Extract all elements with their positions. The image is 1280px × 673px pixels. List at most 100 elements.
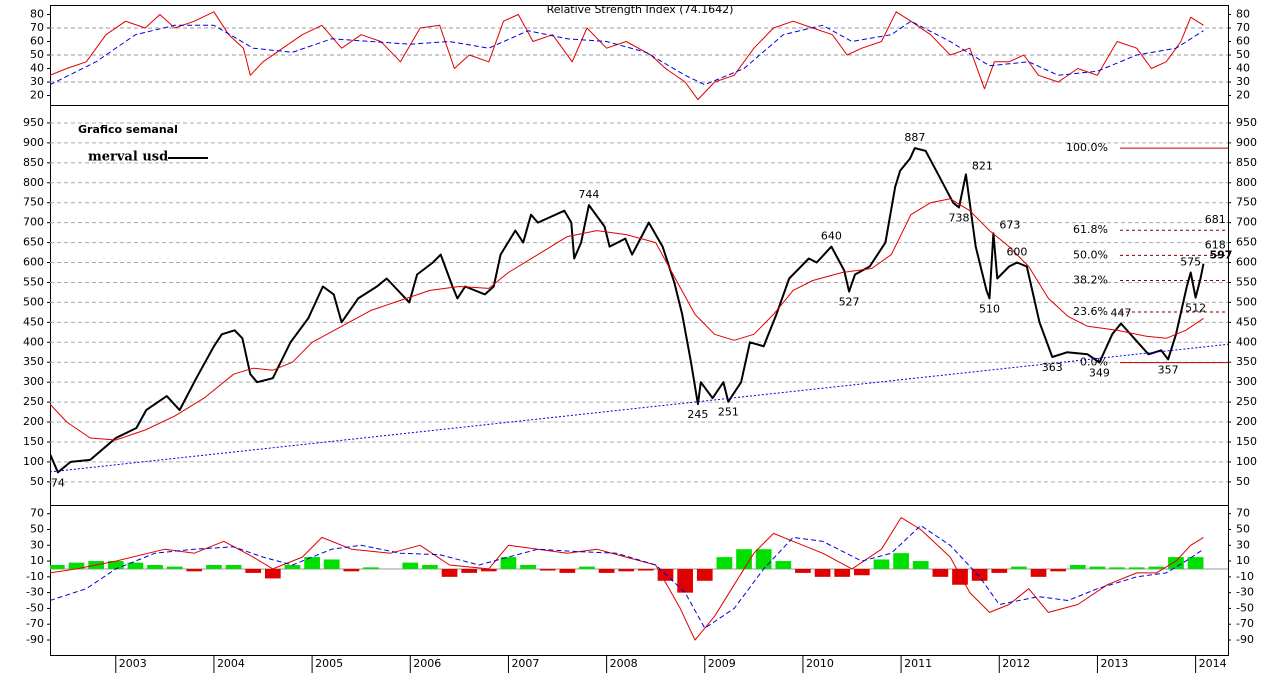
- y-tick-label: 450: [23, 315, 44, 328]
- histogram-bar: [480, 568, 497, 572]
- y-tick-label: 200: [23, 415, 44, 428]
- histogram-bar: [264, 568, 281, 579]
- histogram-bar: [1089, 566, 1106, 569]
- fib-label: 50.0%: [1073, 248, 1108, 261]
- histogram-bar: [245, 568, 262, 573]
- histogram-bar: [1109, 567, 1125, 569]
- y-tick-label-right: 50: [1236, 522, 1250, 535]
- histogram-bar: [127, 562, 144, 569]
- histogram-bar: [1050, 568, 1067, 572]
- macd-frame: [50, 505, 1229, 656]
- histogram-bar: [343, 568, 360, 572]
- histogram-bar: [1030, 568, 1047, 577]
- y-tick-label: 50: [30, 522, 44, 535]
- y-tick-label: 100: [23, 455, 44, 468]
- x-tick-label: 2008: [610, 657, 638, 670]
- annotation: 673: [999, 218, 1020, 231]
- y-tick-label-right: -50: [1236, 601, 1254, 614]
- histogram-bar: [363, 567, 379, 569]
- y-tick-label: 300: [23, 375, 44, 388]
- histogram-bar: [1187, 557, 1204, 569]
- histogram-bar: [814, 568, 831, 577]
- histogram-bar: [147, 565, 163, 569]
- annotation: 245: [687, 408, 708, 421]
- annotation: 357: [1158, 363, 1179, 376]
- annotation: 74: [51, 476, 65, 489]
- histogram-bar: [991, 568, 1008, 573]
- histogram-bar: [579, 566, 595, 569]
- y-tick-label: 70: [30, 21, 44, 34]
- y-tick-label-right: 400: [1236, 335, 1257, 348]
- y-tick-label: 600: [23, 256, 44, 269]
- y-tick-label: 150: [23, 435, 44, 448]
- annotation: 512: [1185, 302, 1206, 315]
- y-tick-label: 700: [23, 216, 44, 229]
- annotation: 738: [949, 211, 970, 224]
- fib-label: 100.0%: [1066, 141, 1108, 154]
- histogram-bar: [323, 559, 340, 569]
- y-tick-label: 850: [23, 156, 44, 169]
- series-line: [50, 11, 1204, 101]
- series-line: [50, 20, 1204, 86]
- y-tick-label-right: 550: [1236, 275, 1257, 288]
- annotation: 744: [578, 188, 599, 201]
- histogram-bar: [186, 568, 203, 572]
- histogram-bar: [834, 568, 851, 577]
- y-tick-label-right: 650: [1236, 236, 1257, 249]
- histogram-bar: [1069, 565, 1086, 569]
- histogram-bar: [853, 568, 870, 576]
- y-tick-label-right: 450: [1236, 315, 1257, 328]
- y-tick-label-right: 30: [1236, 538, 1250, 551]
- histogram-bar: [304, 557, 320, 569]
- y-tick-label-right: 100: [1236, 455, 1257, 468]
- y-tick-label-right: 60: [1236, 34, 1250, 47]
- annotation: 887: [904, 131, 925, 144]
- x-tick-label: 2010: [806, 657, 834, 670]
- y-tick-label-right: 10: [1236, 554, 1250, 567]
- y-tick-label: -70: [26, 617, 44, 630]
- y-tick-label: 70: [30, 507, 44, 520]
- annotation: 447: [1110, 307, 1131, 320]
- histogram-bar: [716, 557, 733, 569]
- fib-label: 23.6%: [1073, 305, 1108, 318]
- fib-label: 61.8%: [1073, 223, 1108, 236]
- y-tick-label: 60: [30, 34, 44, 47]
- histogram-bar: [1128, 567, 1145, 569]
- annotation: 251: [718, 406, 739, 419]
- histogram-bar: [107, 561, 124, 569]
- annotation: 821: [972, 159, 993, 172]
- series-line: [50, 343, 1228, 473]
- y-tick-label: 250: [23, 395, 44, 408]
- histogram-bar: [971, 568, 988, 581]
- x-tick-label: 2011: [904, 657, 932, 670]
- y-tick-label: 50: [30, 475, 44, 488]
- x-tick-label: 2006: [413, 657, 441, 670]
- y-tick-label: -50: [26, 601, 44, 614]
- histogram-bar: [1168, 557, 1184, 569]
- histogram-bar: [598, 568, 615, 573]
- x-tick-label: 2013: [1100, 657, 1128, 670]
- histogram-bar: [559, 568, 576, 573]
- y-tick-label-right: 500: [1236, 295, 1257, 308]
- annotation: 597: [1209, 249, 1232, 262]
- histogram-bar: [696, 568, 713, 581]
- annotation: 640: [821, 230, 842, 243]
- histogram-bar: [68, 562, 85, 569]
- histogram-bar: [912, 561, 929, 569]
- y-tick-label: 950: [23, 116, 44, 129]
- series-line: [50, 147, 1205, 474]
- y-tick-label-right: 200: [1236, 415, 1257, 428]
- histogram-bar: [638, 568, 654, 571]
- x-tick-label: 2014: [1199, 657, 1227, 670]
- y-tick-label-right: 20: [1236, 89, 1250, 102]
- y-tick-label-right: 50: [1236, 475, 1250, 488]
- rsi-title: Relative Strength Index (74.1642): [547, 3, 734, 16]
- histogram-bar: [736, 549, 752, 569]
- y-tick-label-right: -10: [1236, 570, 1254, 583]
- annotation: 510: [979, 302, 1000, 315]
- y-tick-label: 800: [23, 176, 44, 189]
- annotation: 349: [1089, 367, 1110, 380]
- histogram-bar: [952, 568, 968, 585]
- y-tick-label-right: 300: [1236, 375, 1257, 388]
